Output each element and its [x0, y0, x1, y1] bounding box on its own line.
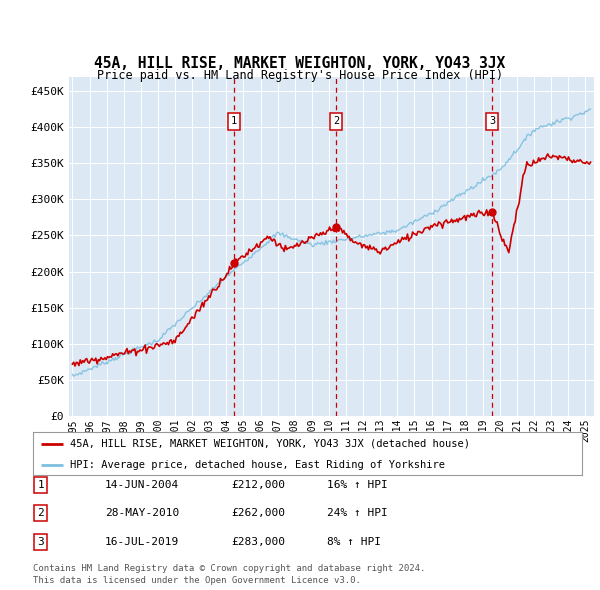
Text: 1: 1	[37, 480, 44, 490]
Text: 1: 1	[231, 116, 237, 126]
Text: 16% ↑ HPI: 16% ↑ HPI	[327, 480, 388, 490]
Text: £283,000: £283,000	[231, 537, 285, 546]
Text: £262,000: £262,000	[231, 509, 285, 518]
Text: 45A, HILL RISE, MARKET WEIGHTON, YORK, YO43 3JX: 45A, HILL RISE, MARKET WEIGHTON, YORK, Y…	[94, 55, 506, 71]
Text: 3: 3	[37, 537, 44, 546]
Text: 45A, HILL RISE, MARKET WEIGHTON, YORK, YO43 3JX (detached house): 45A, HILL RISE, MARKET WEIGHTON, YORK, Y…	[70, 439, 470, 449]
Text: HPI: Average price, detached house, East Riding of Yorkshire: HPI: Average price, detached house, East…	[70, 460, 445, 470]
Text: This data is licensed under the Open Government Licence v3.0.: This data is licensed under the Open Gov…	[33, 576, 361, 585]
Text: 2: 2	[333, 116, 339, 126]
Text: 2: 2	[37, 509, 44, 518]
Text: 28-MAY-2010: 28-MAY-2010	[105, 509, 179, 518]
Text: Price paid vs. HM Land Registry's House Price Index (HPI): Price paid vs. HM Land Registry's House …	[97, 69, 503, 82]
Text: 14-JUN-2004: 14-JUN-2004	[105, 480, 179, 490]
Text: 8% ↑ HPI: 8% ↑ HPI	[327, 537, 381, 546]
Text: Contains HM Land Registry data © Crown copyright and database right 2024.: Contains HM Land Registry data © Crown c…	[33, 564, 425, 573]
Text: £212,000: £212,000	[231, 480, 285, 490]
Text: 24% ↑ HPI: 24% ↑ HPI	[327, 509, 388, 518]
Text: 3: 3	[489, 116, 495, 126]
Text: 16-JUL-2019: 16-JUL-2019	[105, 537, 179, 546]
